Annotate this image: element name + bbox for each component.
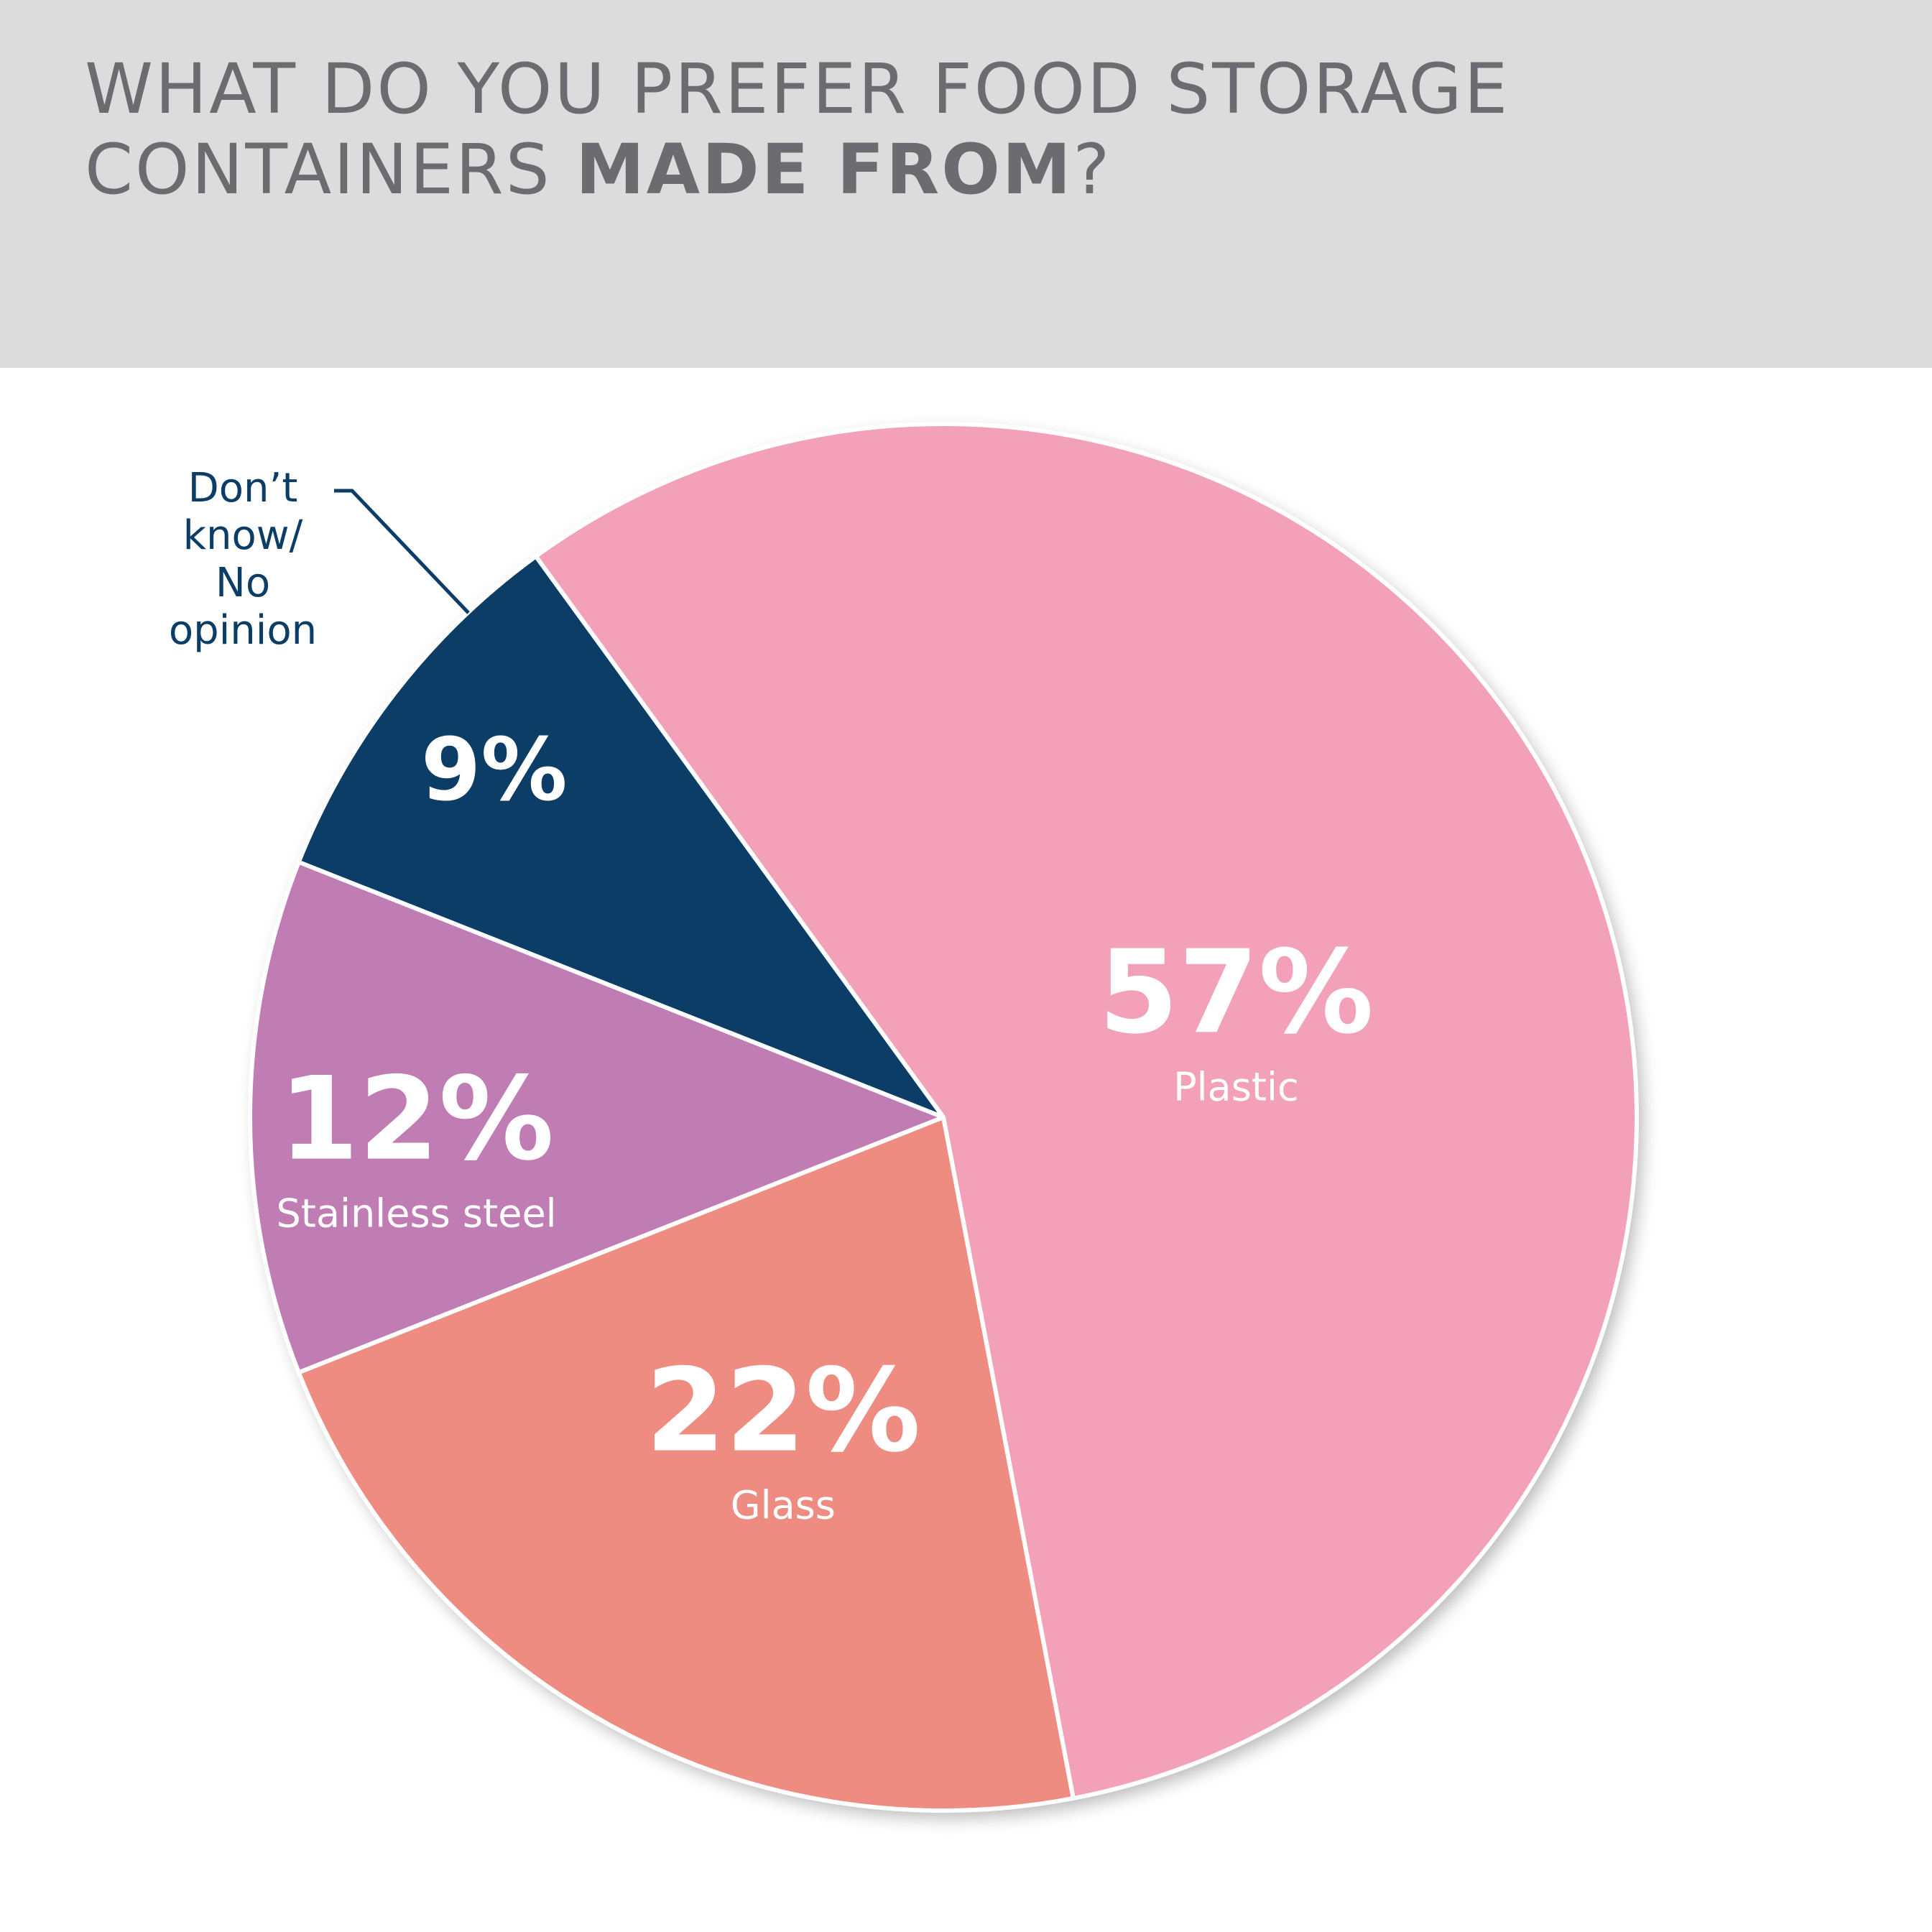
slice-value-glass: 22% (645, 1344, 920, 1478)
slice-label-glass: Glass (731, 1483, 836, 1528)
title-end: ? (1073, 129, 1112, 210)
callout-line-1: know/ (183, 512, 303, 559)
callout-line-3: opinion (169, 607, 317, 654)
title-bold: MADE FROM (576, 129, 1073, 210)
slice-label-plastic: Plastic (1173, 1064, 1299, 1109)
callout-leader-line (334, 489, 470, 614)
callout-line-0: Don’t (188, 465, 298, 512)
pie-slices (248, 422, 1639, 1813)
callout-label-don-t-know-no-opinion: Don’t know/No opinion (169, 465, 317, 654)
slice-label-stainless-steel: Stainless steel (277, 1191, 557, 1237)
slice-value-stainless-steel: 12% (279, 1052, 554, 1186)
chart-title: WHAT DO YOU PREFER FOOD STORAGE CONTAINE… (85, 49, 1845, 210)
pie-slice-don-t-know-no-opinion (296, 554, 946, 1119)
title-regular: WHAT DO YOU PREFER FOOD STORAGE CONTAINE… (85, 49, 1510, 210)
dont-know-callout: Don’t know/No opinion (169, 465, 470, 654)
slice-value-don-t-know-no-opinion: 9% (421, 721, 568, 821)
pie-slice-stainless-steel (248, 859, 946, 1375)
slice-value-plastic: 57% (1099, 925, 1374, 1059)
pie-slice-glass (296, 1115, 1076, 1813)
pie-slice-plastic (533, 422, 1639, 1801)
callout-line-2: No (216, 560, 270, 606)
header-band: WHAT DO YOU PREFER FOOD STORAGE CONTAINE… (0, 0, 1932, 368)
pie-labels: 57% Plastic 22% Glass 12% Stainless steel 9% (277, 721, 1374, 1527)
